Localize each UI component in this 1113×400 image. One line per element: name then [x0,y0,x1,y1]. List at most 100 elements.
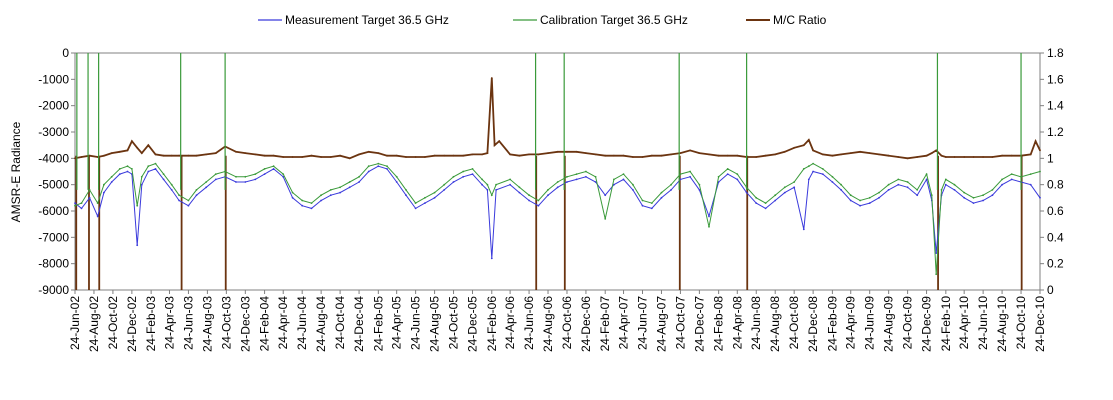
data-point [935,273,938,276]
data-point [205,153,208,156]
y-left-tick-label: -8000 [38,257,69,271]
data-point [641,156,644,158]
chart-legend: Measurement Target 36.5 GHz Calibration T… [258,13,827,27]
x-tick-label: 24-Feb-10 [939,296,953,352]
data-point [726,154,729,157]
data-point [235,181,237,183]
data-point [604,218,607,220]
x-tick-label: 24-Aug-04 [314,296,328,352]
data-point [136,146,139,149]
x-tick-label: 24-Apr-04 [276,296,290,350]
data-point [110,152,113,155]
data-point [88,189,91,191]
data-point [1029,183,1032,186]
data-point [282,173,285,176]
y-right-tick-label: 0 [1047,283,1054,297]
data-point [80,202,83,205]
data-point [263,168,266,170]
data-point [622,154,625,157]
data-point [329,156,332,158]
data-point [547,194,549,197]
data-point [170,183,173,186]
x-tick-label: 24-Dec-05 [465,296,479,352]
y-left-tick-label: -6000 [38,204,69,218]
data-point [154,162,157,165]
data-point [118,150,121,153]
data-point [650,202,653,205]
data-point [575,173,578,176]
data-point [556,150,559,153]
data-point [717,154,720,157]
y-right-tick-label: 1.6 [1047,72,1064,86]
legend-entry: M/C Ratio [773,13,827,27]
data-point [528,199,530,202]
data-point [991,156,994,158]
data-point [566,181,568,183]
data-point [650,154,653,157]
x-tick-label: 24-Jun-05 [409,296,423,350]
x-tick-label: 24-Dec-04 [352,296,366,352]
data-point [953,183,956,186]
data-point [291,191,294,194]
data-point [991,189,994,191]
data-point [272,154,275,157]
data-point [528,153,530,156]
y-right-tick-label: 0.6 [1047,204,1064,218]
data-point [386,154,388,157]
data-point [859,204,861,207]
y-right-tick-label: 1.4 [1047,99,1064,113]
x-tick-label: 24-Aug-02 [87,296,101,352]
y-right-tick-label: 1 [1047,151,1054,165]
data-point [745,191,748,194]
data-point [906,157,909,160]
data-point [679,173,682,176]
data-point [433,196,436,199]
x-tick-label: 24-Dec-08 [806,296,820,352]
x-tick-label: 24-Feb-09 [825,296,839,352]
data-point [774,153,777,156]
data-point [80,207,83,210]
x-tick-label: 24-Dec-07 [692,296,706,352]
data-point [670,189,672,191]
data-point [1001,178,1003,181]
data-point [74,204,76,207]
data-point [103,183,105,186]
data-point [916,194,919,197]
data-point [495,183,497,186]
y-left-tick-label: -4000 [38,151,69,165]
data-point [162,178,165,181]
data-point [291,196,294,199]
x-tick-label: 24-Dec-06 [579,296,593,352]
x-tick-label: 24-Oct-09 [901,296,915,350]
x-tick-label: 24-Dec-10 [1033,296,1047,352]
data-point [414,202,417,205]
data-point [802,144,805,147]
data-point [136,244,139,247]
data-point [991,194,994,197]
data-point [272,165,275,168]
data-point [897,178,900,181]
data-point [774,199,777,202]
data-point [566,150,568,153]
data-point [944,183,947,186]
data-point [424,196,426,199]
y-right-tick-label: 0.4 [1047,230,1064,244]
data-point [935,149,938,152]
data-point [386,168,388,170]
data-point [329,194,332,197]
data-point [916,156,919,158]
x-tick-label: 24-Aug-09 [882,296,896,352]
data-point [405,189,407,191]
data-point [74,202,76,205]
data-point [906,186,909,189]
data-point [140,175,143,178]
data-point [320,156,322,158]
y-left-tick-label: -9000 [38,283,69,297]
data-point [443,189,446,191]
data-point [320,199,322,202]
data-point [698,183,701,186]
x-tick-label: 24-Dec-02 [125,296,139,352]
data-point [632,189,634,191]
data-point [452,181,455,183]
data-point [764,202,767,205]
